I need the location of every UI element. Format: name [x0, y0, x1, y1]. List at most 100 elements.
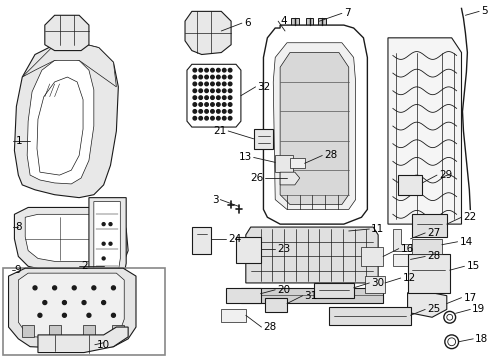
Circle shape — [228, 117, 231, 120]
Circle shape — [199, 109, 202, 113]
Polygon shape — [392, 229, 410, 251]
Text: 28: 28 — [263, 322, 276, 332]
Circle shape — [222, 68, 225, 72]
Circle shape — [193, 117, 196, 120]
Bar — [318, 18, 325, 30]
Polygon shape — [83, 325, 95, 337]
Polygon shape — [407, 253, 449, 293]
Polygon shape — [14, 43, 118, 198]
Polygon shape — [397, 175, 422, 195]
Circle shape — [222, 109, 225, 113]
Polygon shape — [236, 237, 260, 263]
Circle shape — [111, 286, 115, 290]
Polygon shape — [263, 25, 366, 224]
Circle shape — [216, 117, 220, 120]
Circle shape — [193, 96, 196, 99]
Text: 5: 5 — [480, 6, 487, 16]
Circle shape — [228, 103, 231, 106]
Bar — [305, 18, 313, 30]
Circle shape — [193, 89, 196, 93]
Text: 27: 27 — [427, 228, 440, 238]
Polygon shape — [361, 247, 382, 266]
Polygon shape — [22, 325, 34, 337]
Circle shape — [199, 103, 202, 106]
Polygon shape — [273, 43, 355, 210]
Polygon shape — [38, 327, 128, 352]
Polygon shape — [22, 43, 116, 87]
Text: 30: 30 — [370, 278, 384, 288]
Polygon shape — [245, 227, 377, 283]
Circle shape — [204, 109, 208, 113]
Text: 13: 13 — [238, 152, 251, 162]
Circle shape — [204, 96, 208, 99]
Circle shape — [228, 96, 231, 99]
Polygon shape — [387, 38, 461, 224]
Circle shape — [210, 109, 214, 113]
Circle shape — [193, 82, 196, 86]
Circle shape — [109, 242, 112, 245]
Circle shape — [193, 68, 196, 72]
Text: 21: 21 — [212, 126, 226, 136]
Circle shape — [33, 286, 37, 290]
Polygon shape — [280, 172, 299, 185]
Circle shape — [102, 222, 105, 226]
Text: 31: 31 — [304, 291, 317, 301]
Text: 10: 10 — [97, 340, 110, 350]
Circle shape — [102, 242, 105, 245]
Text: 1: 1 — [15, 136, 22, 146]
Text: 18: 18 — [474, 334, 488, 344]
Circle shape — [228, 109, 231, 113]
Circle shape — [216, 89, 220, 93]
Circle shape — [109, 222, 112, 226]
Text: 8: 8 — [15, 222, 22, 232]
Circle shape — [210, 89, 214, 93]
Circle shape — [102, 301, 105, 305]
Circle shape — [87, 313, 91, 317]
Text: 24: 24 — [228, 234, 241, 244]
Polygon shape — [19, 273, 124, 339]
Circle shape — [62, 301, 66, 305]
Polygon shape — [328, 307, 410, 325]
Circle shape — [204, 82, 208, 86]
Text: 4: 4 — [280, 16, 286, 26]
Polygon shape — [186, 64, 241, 127]
Text: 26: 26 — [250, 173, 263, 183]
Polygon shape — [45, 15, 89, 51]
Polygon shape — [94, 202, 120, 284]
Circle shape — [199, 75, 202, 79]
Polygon shape — [407, 293, 446, 317]
Polygon shape — [112, 325, 124, 337]
Circle shape — [216, 109, 220, 113]
Circle shape — [62, 313, 66, 317]
Polygon shape — [280, 53, 348, 204]
Text: 11: 11 — [370, 224, 384, 234]
Circle shape — [210, 82, 214, 86]
Circle shape — [204, 89, 208, 93]
Polygon shape — [191, 227, 211, 253]
Text: 20: 20 — [277, 285, 290, 295]
Text: 28: 28 — [324, 150, 337, 161]
Circle shape — [228, 75, 231, 79]
Circle shape — [222, 75, 225, 79]
Text: 22: 22 — [463, 212, 476, 222]
Circle shape — [92, 286, 96, 290]
Text: 6: 6 — [244, 18, 250, 28]
Circle shape — [222, 82, 225, 86]
Circle shape — [254, 133, 266, 145]
Circle shape — [102, 257, 105, 260]
Polygon shape — [289, 158, 304, 168]
Polygon shape — [226, 288, 260, 302]
Circle shape — [204, 68, 208, 72]
Text: 29: 29 — [438, 170, 451, 180]
Circle shape — [222, 96, 225, 99]
Polygon shape — [314, 283, 353, 298]
Text: 3: 3 — [211, 195, 218, 204]
Polygon shape — [8, 268, 136, 348]
Polygon shape — [275, 156, 292, 172]
Circle shape — [210, 117, 214, 120]
Circle shape — [204, 75, 208, 79]
Text: 12: 12 — [402, 273, 415, 283]
Circle shape — [199, 82, 202, 86]
Circle shape — [38, 313, 42, 317]
Circle shape — [216, 82, 220, 86]
